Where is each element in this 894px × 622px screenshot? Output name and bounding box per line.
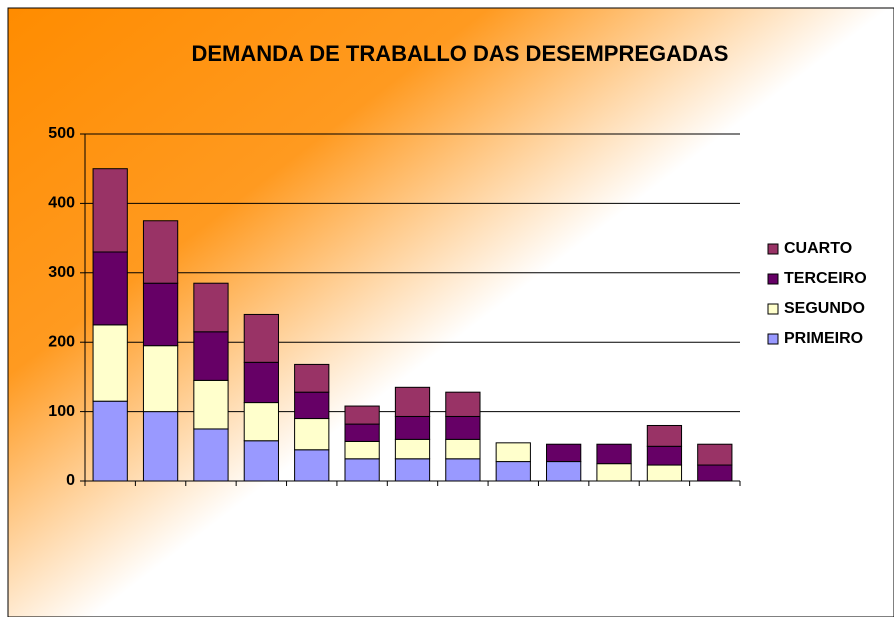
bar-segment [92,324,128,402]
y-tick-label: 500 [48,125,75,142]
bar-segment [394,386,431,417]
legend-label: SEGUNDO [784,300,865,317]
y-tick-label: 100 [48,403,75,420]
y-tick-label: 0 [66,472,75,489]
bar-segment [193,282,229,333]
bar-segment [344,405,380,425]
bar-segment [646,464,683,482]
legend-swatch [767,303,779,315]
legend-label: TERCEIRO [784,270,867,287]
bar-segment [394,438,431,460]
bar-segment [445,458,481,482]
bar-segment [142,220,179,284]
chart-title: DEMANDA DE TRABALLO DAS DESEMPREGADAS [192,41,729,66]
bar-segment [243,440,279,482]
legend-swatch [767,333,779,345]
bar-segment [142,411,179,482]
y-tick-label: 200 [48,333,75,350]
legend-label: PRIMEIRO [784,330,863,347]
bar-segment [344,458,380,482]
bar-segment [596,463,632,482]
bar-segment [646,445,683,466]
legend-swatch [767,273,779,285]
bar-segment [646,424,683,447]
legend-label: CUARTO [784,240,852,257]
bar-segment [445,438,481,460]
bar-segment [596,443,632,465]
bar-segment [546,461,582,482]
bar-segment [142,345,179,413]
bar-segment [394,458,431,482]
bar-segment [193,428,229,482]
bar-segment [294,391,330,420]
bar-segment [344,423,380,442]
bar-segment [92,400,128,482]
y-tick-label: 400 [48,195,75,212]
bar-segment [193,379,229,430]
bar-segment [243,402,279,442]
bar-segment [344,440,380,460]
bar-segment [193,331,229,381]
bar-segment [92,168,128,253]
bar-segment [546,443,582,463]
bar-segment [294,418,330,451]
legend-swatch [767,243,779,255]
bar-segment [294,363,330,393]
y-tick-label: 300 [48,264,75,281]
bar-segment [495,461,531,482]
bar-segment [697,464,733,482]
bar-segment [294,449,330,482]
bar-segment [495,442,531,463]
background [7,7,894,618]
bar-segment [445,391,481,417]
bar-segment [445,415,481,440]
bar-segment [243,313,279,363]
bar-segment [394,415,431,440]
bar-segment [142,282,179,347]
bar-segment [92,251,128,326]
bar-segment [243,361,279,404]
bar-segment [697,443,733,466]
